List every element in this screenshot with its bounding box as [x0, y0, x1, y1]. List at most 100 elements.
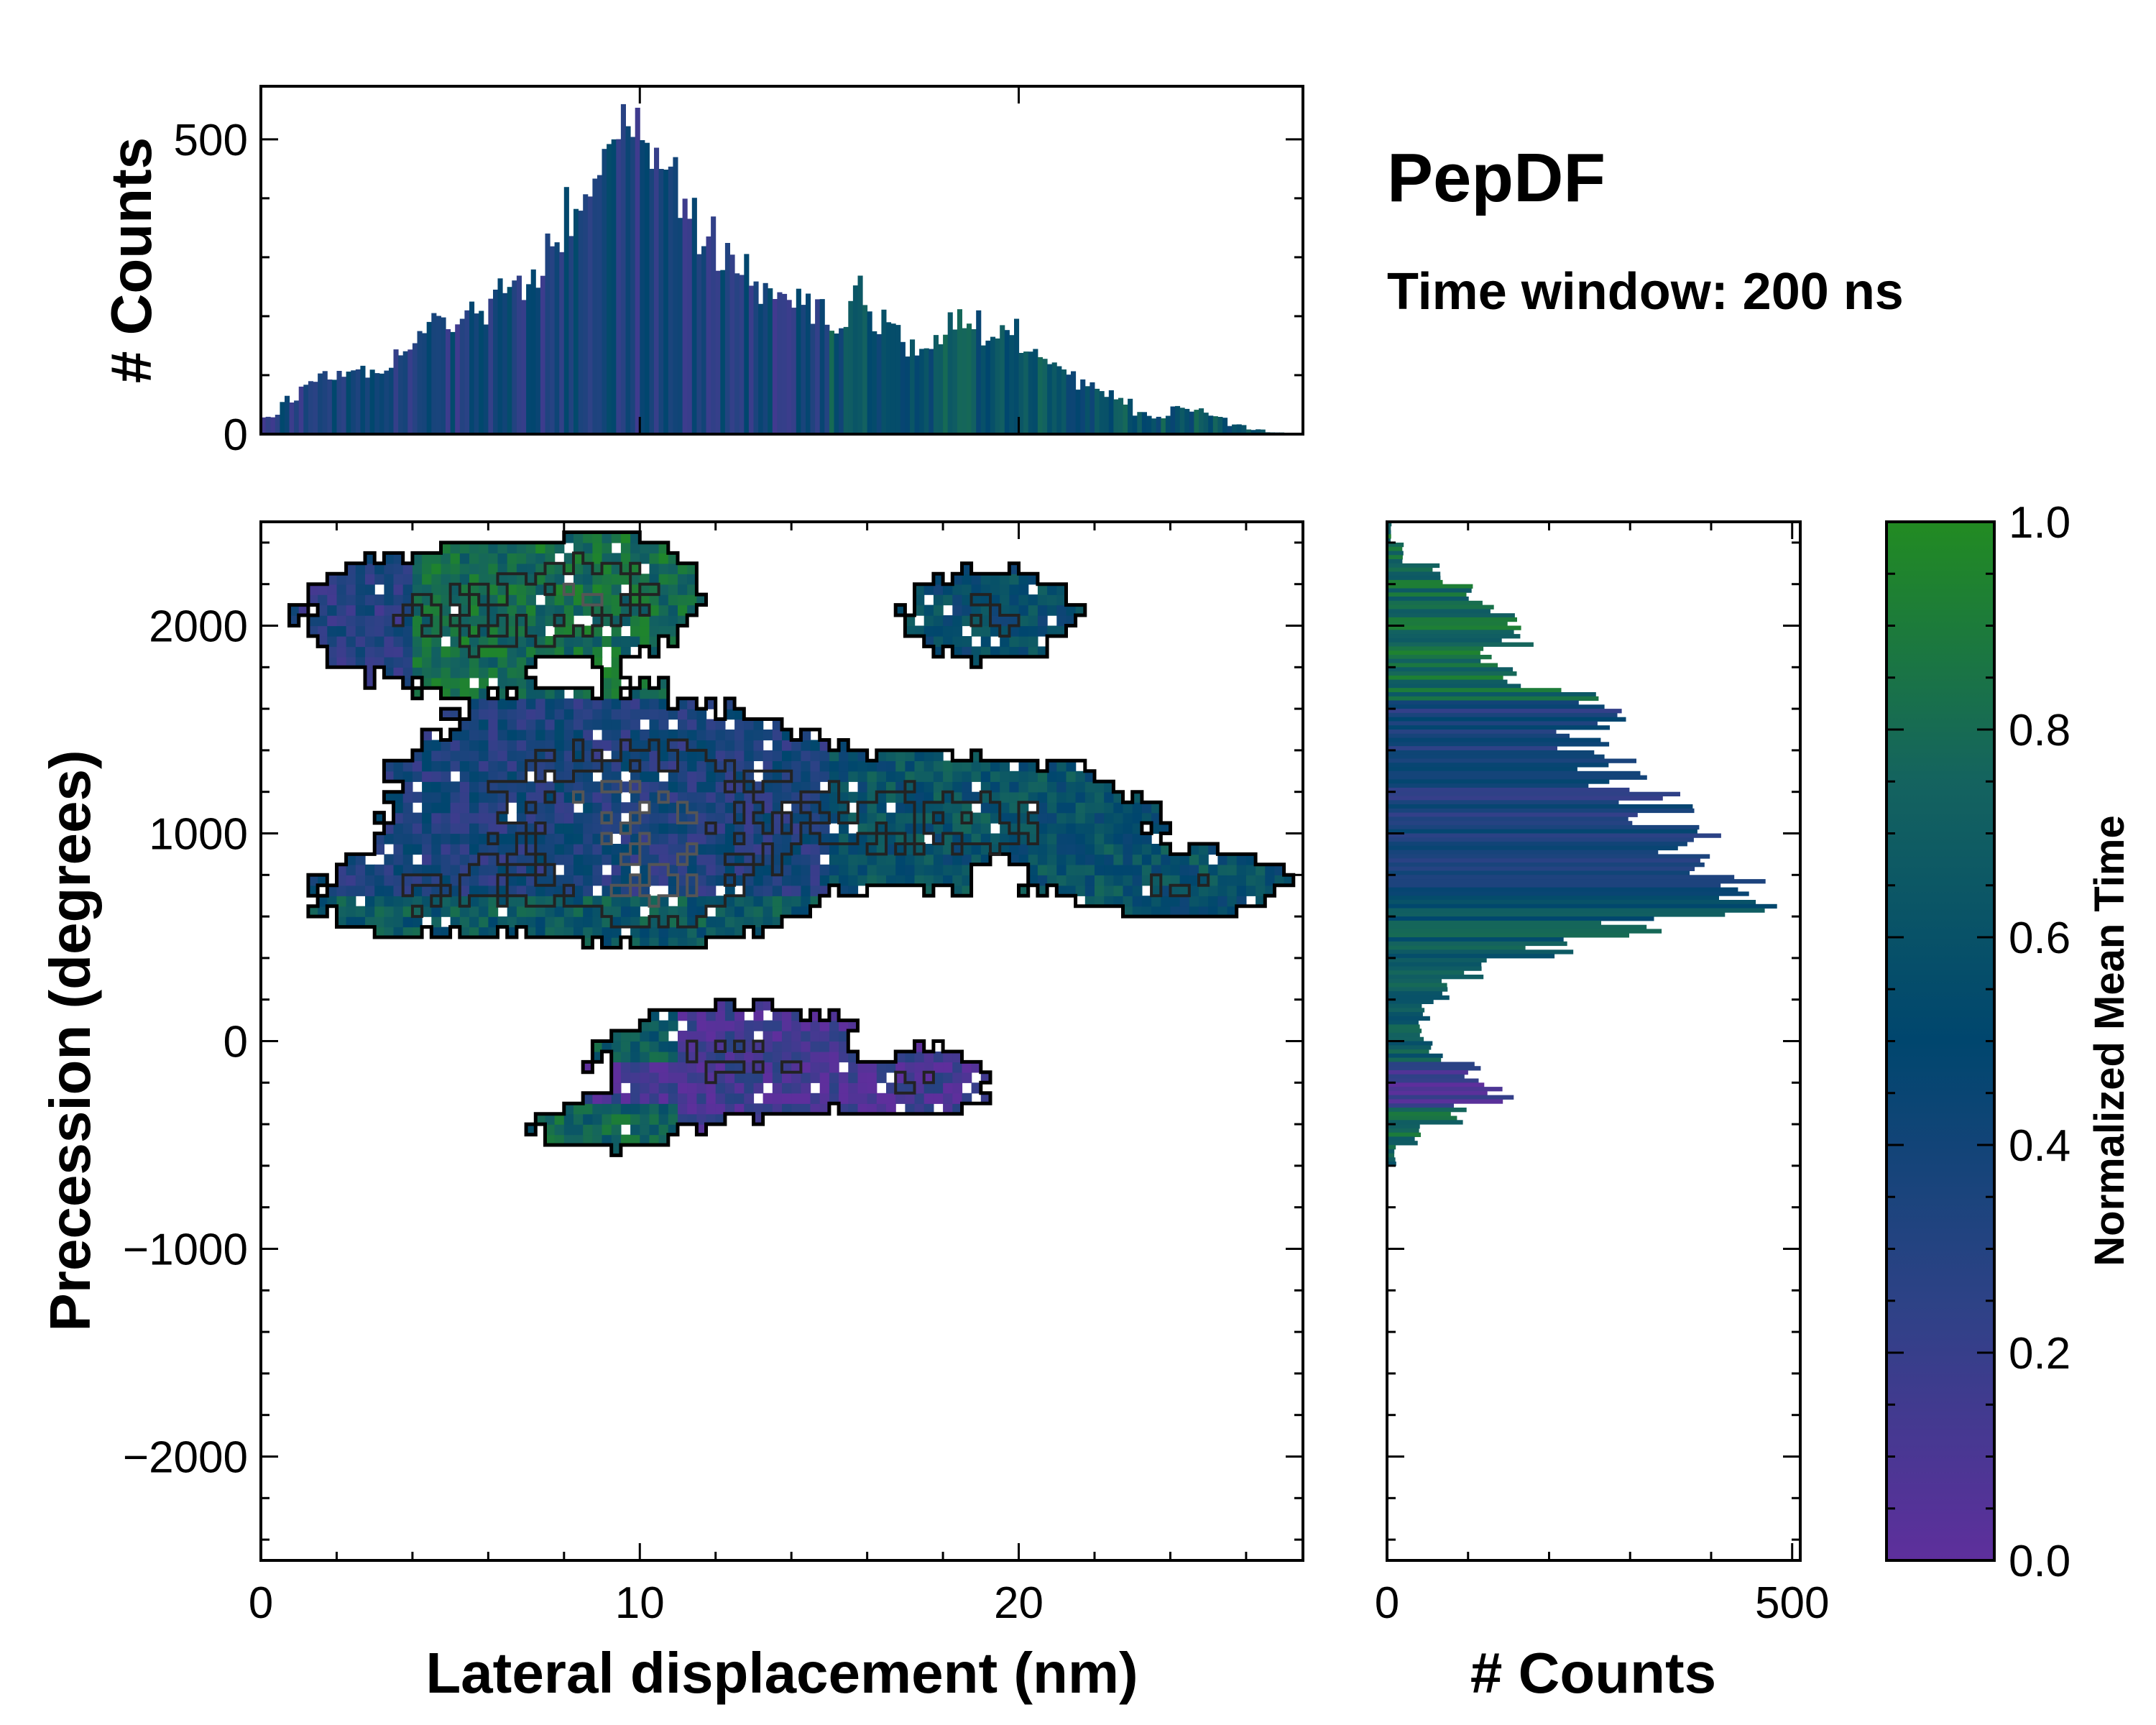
- heatmap-cell: [450, 677, 461, 689]
- heatmap-cell: [630, 906, 640, 917]
- y-marginal-bar: [1387, 696, 1599, 702]
- heatmap-cell: [563, 875, 574, 886]
- heatmap-cell: [469, 885, 479, 896]
- heatmap-cell: [819, 875, 830, 886]
- heatmap-cell: [441, 926, 451, 938]
- heatmap-cell: [678, 574, 688, 585]
- heatmap-cell: [678, 594, 688, 606]
- heatmap-cell: [563, 791, 574, 803]
- heatmap-cell: [441, 604, 451, 616]
- y-marginal-bar: [1387, 1024, 1420, 1029]
- x-marginal-bar: [322, 371, 328, 434]
- heatmap-cell: [810, 875, 821, 886]
- heatmap-cell: [384, 896, 395, 907]
- x-marginal-bar: [426, 321, 432, 434]
- heatmap-cell: [895, 750, 906, 761]
- heatmap-cell: [583, 542, 593, 553]
- heatmap-cell: [724, 864, 735, 875]
- x-marginal-bar: [1095, 388, 1100, 434]
- heatmap-cell: [488, 781, 499, 793]
- heatmap-cell: [469, 823, 479, 834]
- heatmap-cell: [355, 636, 366, 648]
- x-marginal-bar: [1194, 410, 1199, 434]
- heatmap-cell: [990, 791, 1000, 803]
- x-marginal-bar: [550, 246, 556, 434]
- heatmap-cell: [516, 906, 527, 917]
- heatmap-cell: [640, 1092, 650, 1104]
- heatmap-cell: [1132, 823, 1143, 834]
- heatmap-cell: [649, 844, 660, 855]
- heatmap-cell: [630, 1041, 640, 1052]
- heatmap-cell: [933, 1092, 944, 1104]
- heatmap-cell: [943, 584, 953, 595]
- heatmap-cell: [980, 823, 991, 834]
- heatmap-cell: [1123, 864, 1133, 875]
- heatmap-cell: [1104, 812, 1114, 824]
- heatmap-cell: [479, 750, 489, 761]
- heatmap-cell: [810, 770, 821, 782]
- heatmap-cell: [810, 740, 821, 751]
- heatmap-cell: [943, 864, 953, 875]
- heatmap-cell: [630, 885, 640, 896]
- heatmap-cell: [374, 906, 384, 917]
- heatmap-cell: [1066, 833, 1077, 845]
- heatmap-cell: [630, 709, 640, 720]
- heatmap-cell: [744, 770, 755, 782]
- heatmap-cell: [554, 885, 565, 896]
- heatmap-cell: [801, 812, 811, 824]
- y-marginal-bar: [1387, 758, 1636, 763]
- heatmap-cell: [535, 563, 546, 574]
- heatmap-cell: [943, 625, 953, 637]
- y-marginal-bar: [1387, 1078, 1479, 1083]
- heatmap-cell: [905, 625, 916, 637]
- heatmap-cell: [374, 646, 384, 658]
- heatmap-cell: [554, 625, 565, 637]
- heatmap-cell: [583, 532, 593, 543]
- heatmap-cell: [744, 1041, 755, 1052]
- heatmap-cell: [687, 854, 697, 865]
- heatmap-cell: [1018, 615, 1029, 627]
- x-marginal-bar: [971, 329, 977, 434]
- heatmap-cell: [431, 916, 442, 928]
- heatmap-cell: [374, 885, 384, 896]
- heatmap-cell: [839, 854, 849, 865]
- heatmap-cell: [658, 1072, 669, 1083]
- heatmap-cell: [592, 906, 603, 917]
- y-marginal-bar: [1387, 808, 1695, 814]
- heatmap-cell: [365, 604, 375, 616]
- x-marginal-bar: [801, 305, 806, 434]
- heatmap-cell: [706, 1062, 717, 1073]
- heatmap-cell: [980, 770, 991, 782]
- heatmap-cell: [1132, 844, 1143, 855]
- heatmap-cell: [734, 719, 745, 730]
- heatmap-cell: [479, 854, 489, 865]
- heatmap-cell: [535, 885, 546, 896]
- heatmap-cell: [1037, 604, 1048, 616]
- heatmap-cell: [365, 636, 375, 648]
- heatmap-cell: [554, 688, 565, 699]
- heatmap-cell: [611, 1041, 622, 1052]
- heatmap-cell: [526, 760, 536, 772]
- heatmap-cell: [365, 885, 375, 896]
- heatmap-cell: [649, 854, 660, 865]
- heatmap-cell: [819, 770, 830, 782]
- heatmap-cell: [630, 781, 640, 793]
- heatmap-cell: [876, 781, 887, 793]
- heatmap-cell: [1123, 812, 1133, 824]
- x-marginal-bar: [1042, 359, 1048, 434]
- x-marginal-bar: [668, 166, 673, 434]
- heatmap-cell: [469, 542, 479, 553]
- heatmap-cell: [923, 1103, 934, 1115]
- heatmap-cell: [535, 770, 546, 782]
- x-marginal-bar: [890, 323, 896, 434]
- heatmap-cell: [923, 750, 934, 761]
- heatmap-cell: [952, 864, 963, 875]
- heatmap-cell: [876, 1103, 887, 1115]
- y-marginal-bar: [1387, 829, 1697, 834]
- heatmap-cell: [696, 730, 707, 741]
- heatmap-cell: [488, 833, 499, 845]
- heatmap-cell: [1028, 875, 1038, 886]
- heatmap-cell: [1104, 885, 1114, 896]
- heatmap-cell: [318, 615, 328, 627]
- heatmap-cell: [678, 563, 688, 574]
